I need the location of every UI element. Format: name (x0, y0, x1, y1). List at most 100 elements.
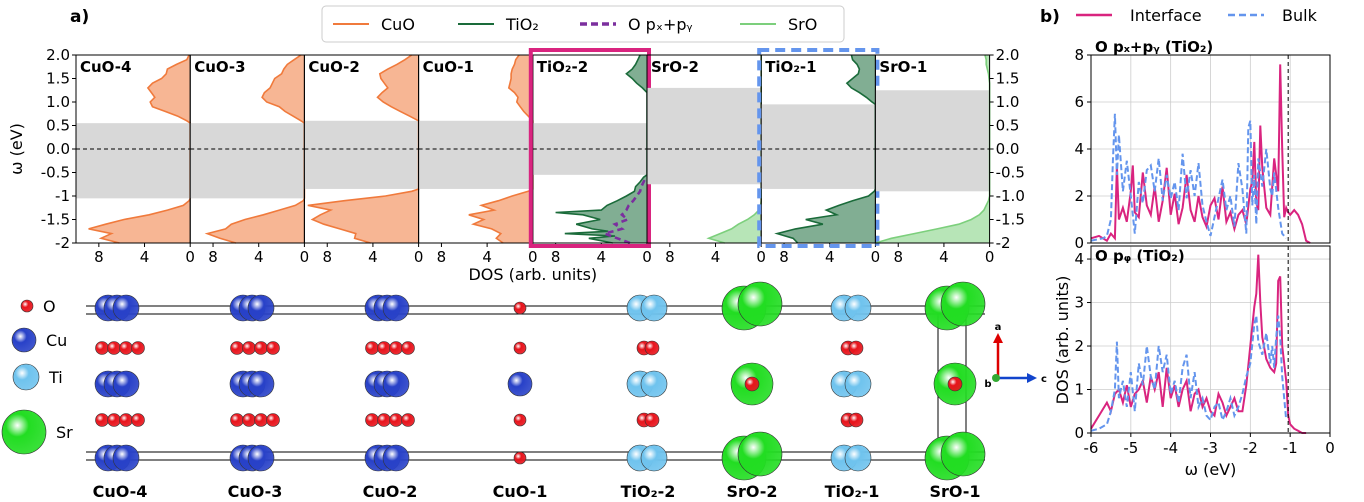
dos-subpanel-4: TiO₂-2 8 4 0 (528, 48, 652, 266)
ti-atom (640, 370, 668, 398)
x-tick-label: 0 (528, 248, 538, 266)
sr-atom (940, 431, 986, 477)
y-axis-label: DOS (arb. units) (1053, 276, 1072, 405)
element-legend-label: Sr (56, 423, 73, 442)
y-tick-label: 0 (1074, 424, 1084, 442)
legend-label: TiO₂ (505, 15, 539, 34)
structure-label: SrO-1 (929, 482, 980, 501)
dos-line (555, 54, 648, 244)
o-atom (513, 341, 527, 355)
panel-a-dos-axes: CuO-4 8 4 0 CuO-3 8 4 0 CuO-2 8 4 0 CuO-1 8 4 0 TiO₂-2 8 4… (7, 46, 1025, 284)
y-tick-label: 1.0 (46, 93, 70, 111)
ti-atom (844, 370, 872, 398)
dos-fill (307, 55, 419, 243)
o-atom (131, 341, 145, 355)
element-legend-label: O (43, 297, 56, 316)
x-tick-label: 8 (551, 248, 561, 266)
band-gap-shade (304, 120, 419, 189)
structure-label: TiO₂-2 (621, 482, 676, 501)
o-atom (107, 341, 121, 355)
band-gap-shade (761, 104, 876, 189)
x-tick-label: -3 (1203, 439, 1218, 457)
cu-atom (507, 371, 533, 397)
y-tick-label: 1 (1074, 381, 1084, 399)
subplot-title: O pₓ+pᵧ (TiO₂) (1095, 38, 1213, 56)
x-tick-label: 0 (1325, 439, 1335, 457)
element-legend-sr-atom (1, 409, 47, 455)
panel-a-label: a) (70, 7, 89, 27)
o-atom (365, 413, 379, 427)
structure-label: CuO-1 (493, 482, 548, 501)
dos-subpanel-5: SrO-2 8 4 0 (646, 54, 766, 266)
bulk-line (1090, 113, 1287, 242)
subplot-frame (1090, 54, 1331, 244)
x-tick-label: 0 (642, 248, 652, 266)
x-tick-label: -2 (1243, 439, 1258, 457)
panel-b-subplot-1: 0 1 2 3 4 O pᵩ (TiO₂) (1074, 245, 1331, 442)
cu-atom (247, 444, 275, 472)
dos-fill (555, 55, 647, 243)
o-atom (377, 413, 391, 427)
y-tick-label: 0.5 (46, 117, 70, 135)
x-tick-label: -6 (1084, 439, 1099, 457)
o-atom (242, 341, 256, 355)
structure-label: CuO-4 (93, 482, 148, 501)
o-atom (401, 341, 415, 355)
y-tick-label: -2 (55, 234, 70, 252)
o-atom (389, 413, 403, 427)
x-tick-label: 4 (140, 248, 150, 266)
y-tick-label-right: 1.0 (996, 93, 1020, 111)
x-tick-label: -1 (1283, 439, 1298, 457)
y-tick-label-right: 0.0 (996, 140, 1020, 158)
cu-atom (382, 294, 410, 322)
dos-line (875, 54, 991, 244)
x-tick-label: -5 (1123, 439, 1138, 457)
element-legend-label: Ti (48, 368, 63, 387)
element-legend-label: Cu (46, 331, 67, 350)
band-gap-shade (647, 87, 762, 185)
y-tick-label-right: -1.5 (996, 211, 1025, 229)
band-gap-shade (76, 123, 191, 199)
x-tick-label: 0 (985, 248, 995, 266)
dos-fill (777, 55, 876, 243)
cu-atom (247, 294, 275, 322)
o-atom (848, 412, 864, 428)
subpanel-label: SrO-2 (651, 58, 699, 76)
o-atom (107, 413, 121, 427)
o-atom (95, 341, 109, 355)
sr-atom (737, 431, 783, 477)
o-atom (644, 412, 660, 428)
band-gap-shade (418, 120, 533, 189)
dos-line (204, 54, 306, 244)
y-tick-label-right: -0.5 (996, 164, 1025, 182)
structure-label: TiO₂-1 (825, 482, 880, 501)
x-tick-label: 8 (437, 248, 447, 266)
o-atom (119, 341, 133, 355)
y-tick-label-right: 1.5 (996, 70, 1020, 88)
y-tick-label: 0.0 (46, 140, 70, 158)
o-atom (513, 301, 527, 315)
o-atom (131, 413, 145, 427)
x-tick-label: 4 (597, 248, 607, 266)
o-atom (242, 413, 256, 427)
dos-fill (708, 55, 762, 243)
legend-label: CuO (381, 15, 415, 34)
b-axis-dot (992, 374, 1000, 382)
o-atom (848, 340, 864, 356)
y-tick-label: 2 (1074, 337, 1084, 355)
sr-atom (737, 281, 783, 327)
cu-atom (382, 444, 410, 472)
legend-label: SrO (788, 15, 817, 34)
y-tick-label: 3 (1074, 294, 1084, 312)
o-atom (947, 376, 963, 392)
dos-subpanel-1: CuO-3 8 4 0 (189, 54, 309, 266)
dos-line (88, 54, 191, 244)
o-atom (744, 376, 760, 392)
panel-b-label: b) (1040, 7, 1060, 27)
dos-subpanel-0: CuO-4 8 4 0 (75, 54, 195, 266)
legend-label: O pₓ+pᵧ (628, 15, 693, 34)
x-tick-label: 4 (711, 248, 721, 266)
dos-fill (875, 55, 990, 243)
x-tick-label: 8 (208, 248, 218, 266)
o-atom (377, 341, 391, 355)
